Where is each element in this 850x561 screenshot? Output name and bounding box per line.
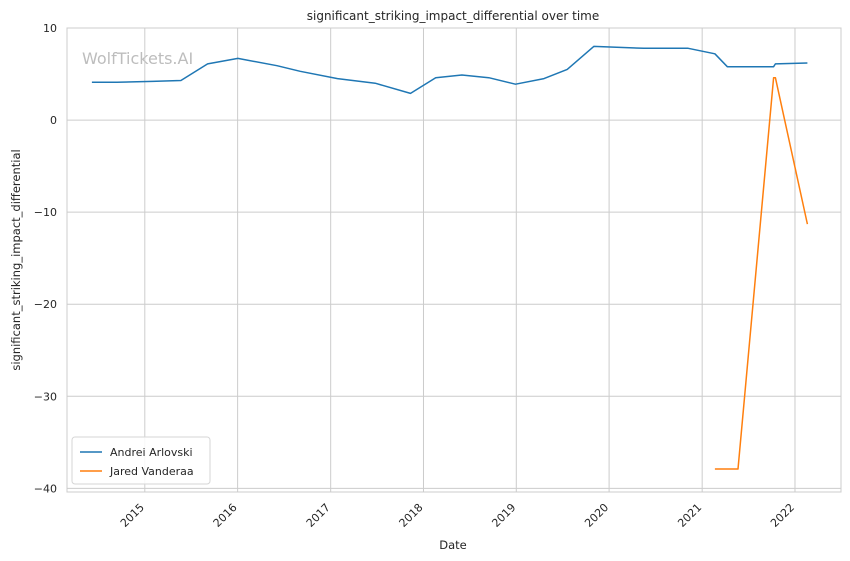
x-tick-label: 2017 [304,501,333,530]
chart-title: significant_striking_impact_differential… [307,9,599,23]
legend-entry-label: Andrei Arlovski [110,446,193,459]
legend: Andrei Arlovski Jared Vanderaa [71,436,211,485]
legend-entry-label: Jared Vanderaa [109,465,194,478]
watermark-logo: WolfTickets.AI [82,49,193,68]
y-axis-label: significant_striking_impact_differential [9,149,23,370]
x-axis-label: Date [439,538,467,552]
series-line-0 [91,45,808,95]
grid-lines [67,27,841,492]
x-tick-label: 2021 [675,501,704,530]
y-tick-label: −10 [34,206,57,219]
legend-box [71,436,211,485]
y-tick-label: 10 [43,22,57,35]
x-tick-label: 2016 [211,501,240,530]
series-line-1 [714,76,809,470]
plot-area-border [66,27,842,493]
y-tick-label: −20 [34,298,57,311]
x-tick-label: 2015 [118,501,147,530]
x-tick-label: 2022 [768,501,797,530]
y-tick-label: −30 [34,390,57,403]
y-tick-label: 0 [50,114,57,127]
x-tick-label: 2018 [397,501,426,530]
y-tick-label: −40 [34,482,57,495]
series-lines [91,45,809,470]
x-tick-label: 2019 [489,501,518,530]
x-tick-label: 2020 [582,501,611,530]
